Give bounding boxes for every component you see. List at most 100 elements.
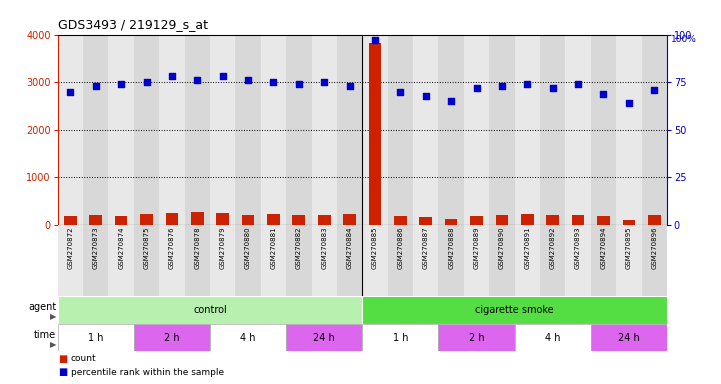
Bar — [394, 216, 407, 225]
Text: GDS3493 / 219129_s_at: GDS3493 / 219129_s_at — [58, 18, 208, 31]
Text: GSM270893: GSM270893 — [575, 227, 581, 269]
Bar — [388, 35, 413, 225]
Bar — [363, 296, 667, 324]
Point — [623, 100, 634, 106]
Bar — [648, 215, 660, 225]
Bar — [216, 213, 229, 225]
Bar — [267, 214, 280, 225]
Bar — [261, 225, 286, 296]
Text: GSM270875: GSM270875 — [143, 227, 149, 269]
Point — [141, 79, 152, 85]
Point — [217, 73, 229, 79]
Bar — [64, 215, 76, 225]
Point — [192, 77, 203, 83]
Text: GSM270881: GSM270881 — [270, 227, 276, 269]
Text: 100%: 100% — [671, 35, 696, 43]
Bar — [515, 35, 540, 225]
Point — [242, 77, 254, 83]
Text: 24 h: 24 h — [618, 333, 640, 343]
Bar — [108, 225, 134, 296]
Bar — [235, 225, 261, 296]
Text: 4 h: 4 h — [545, 333, 560, 343]
Bar — [337, 225, 363, 296]
Text: GSM270882: GSM270882 — [296, 227, 302, 269]
Bar — [622, 220, 635, 225]
Bar — [286, 225, 311, 296]
Text: 24 h: 24 h — [314, 333, 335, 343]
Bar — [134, 225, 159, 296]
Point — [471, 85, 482, 91]
Bar — [547, 215, 559, 225]
Text: GSM270876: GSM270876 — [169, 227, 175, 269]
Bar — [540, 225, 565, 296]
Point — [446, 98, 457, 104]
Point — [648, 87, 660, 93]
Bar — [642, 225, 667, 296]
Bar — [191, 212, 203, 225]
Point — [319, 79, 330, 85]
Bar — [210, 35, 235, 225]
Bar — [311, 35, 337, 225]
Text: percentile rank within the sample: percentile rank within the sample — [71, 368, 224, 377]
Point — [293, 81, 304, 87]
Bar — [83, 35, 108, 225]
Point — [420, 93, 432, 99]
Bar — [89, 215, 102, 225]
Bar — [318, 215, 330, 225]
Bar — [293, 215, 305, 225]
Point — [572, 81, 584, 87]
Bar — [58, 296, 363, 324]
Bar — [337, 35, 363, 225]
Point — [115, 81, 127, 87]
Text: control: control — [193, 305, 227, 315]
Bar — [363, 225, 388, 296]
Text: ▶: ▶ — [50, 340, 56, 349]
Point — [547, 85, 559, 91]
Text: time: time — [34, 330, 56, 340]
Text: 2 h: 2 h — [469, 333, 485, 343]
Bar — [565, 35, 590, 225]
Bar — [565, 225, 590, 296]
Bar — [420, 217, 432, 225]
Bar — [495, 215, 508, 225]
Text: 1 h: 1 h — [393, 333, 408, 343]
Bar — [363, 35, 388, 225]
Bar — [286, 35, 311, 225]
Text: GSM270888: GSM270888 — [448, 227, 454, 269]
Text: GSM270873: GSM270873 — [93, 227, 99, 269]
Bar — [572, 215, 585, 225]
Bar — [210, 324, 286, 351]
Text: ■: ■ — [58, 367, 67, 377]
Bar — [185, 225, 210, 296]
Text: GSM270890: GSM270890 — [499, 227, 505, 269]
Text: GSM270891: GSM270891 — [524, 227, 531, 269]
Bar — [464, 225, 490, 296]
Text: GSM270878: GSM270878 — [194, 227, 200, 269]
Bar — [210, 225, 235, 296]
Bar — [363, 324, 438, 351]
Bar — [490, 225, 515, 296]
Bar — [159, 35, 185, 225]
Text: GSM270894: GSM270894 — [601, 227, 606, 269]
Bar — [115, 216, 128, 225]
Bar — [108, 35, 134, 225]
Bar — [134, 35, 159, 225]
Text: 1 h: 1 h — [88, 333, 104, 343]
Point — [369, 37, 381, 43]
Bar — [470, 216, 483, 225]
Text: GSM270880: GSM270880 — [245, 227, 251, 269]
Text: GSM270887: GSM270887 — [423, 227, 429, 269]
Bar — [515, 324, 590, 351]
Text: 4 h: 4 h — [240, 333, 256, 343]
Point — [166, 73, 177, 79]
Bar — [242, 215, 255, 225]
Point — [496, 83, 508, 89]
Text: cigarette smoke: cigarette smoke — [475, 305, 554, 315]
Bar — [413, 35, 438, 225]
Bar — [58, 324, 134, 351]
Bar — [343, 214, 356, 225]
Bar — [521, 214, 534, 225]
Text: ■: ■ — [58, 354, 67, 364]
Point — [521, 81, 533, 87]
Bar — [490, 35, 515, 225]
